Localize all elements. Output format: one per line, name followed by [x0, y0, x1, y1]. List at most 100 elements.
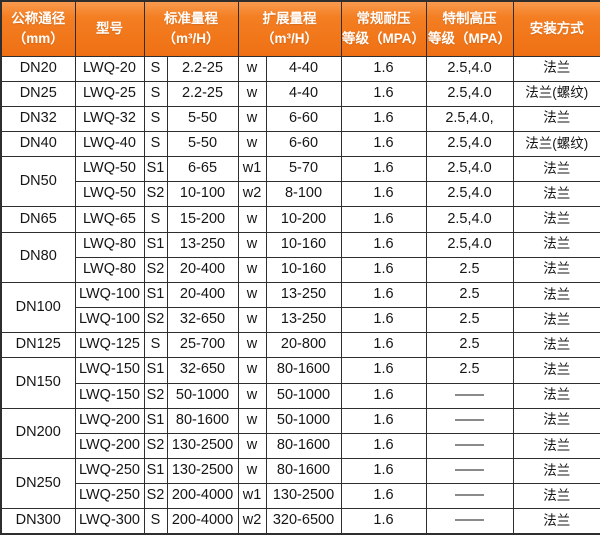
cell-normal-pressure: 1.6 [340, 206, 427, 233]
cell-ext-range: 50-1000 [265, 382, 342, 409]
cell-dn: DN125 [0, 332, 76, 359]
cell-normal-pressure: 1.6 [340, 105, 427, 132]
cell-high-pressure: 2.5 [425, 357, 514, 384]
cell-s-grade: S2 [143, 483, 168, 510]
cell-dn: DN300 [0, 508, 76, 535]
table-row: DN125 LWQ-125 S 25-700 w 20-800 1.6 2.5 … [0, 332, 600, 359]
cell-install: 法兰 [512, 181, 600, 208]
cell-w-grade: w [237, 307, 267, 334]
cell-s-grade: S2 [143, 432, 168, 460]
cell-std-range: 200-4000 [166, 483, 239, 510]
cell-install: 法兰 [512, 508, 600, 535]
cell-ext-range: 320-6500 [265, 508, 342, 535]
cell-dn: DN150 [0, 357, 76, 409]
cell-model: LWQ-200 [74, 432, 145, 460]
cell-high-pressure: 2.5 [425, 307, 514, 334]
cell-ext-range: 6-60 [265, 130, 342, 158]
cell-w-grade: w1 [237, 156, 267, 183]
cell-high-pressure: —— [425, 432, 514, 460]
cell-normal-pressure: 1.6 [340, 508, 427, 535]
cell-high-pressure: —— [425, 508, 514, 535]
cell-ext-range: 20-800 [265, 332, 342, 359]
cell-normal-pressure: 1.6 [340, 307, 427, 334]
cell-install: 法兰 [512, 332, 600, 359]
cell-normal-pressure: 1.6 [340, 357, 427, 384]
cell-normal-pressure: 1.6 [340, 281, 427, 309]
cell-w-grade: w [237, 332, 267, 359]
cell-s-grade: S1 [143, 231, 168, 258]
cell-install: 法兰 [512, 281, 600, 309]
table-row: LWQ-150 S2 50-1000 w 50-1000 1.6 —— 法兰 [1, 382, 600, 409]
cell-model: LWQ-300 [74, 508, 145, 535]
cell-std-range: 2.2-25 [166, 80, 239, 107]
cell-normal-pressure: 1.6 [340, 457, 427, 485]
cell-model: LWQ-250 [74, 483, 145, 510]
cell-s-grade: S1 [143, 357, 168, 384]
cell-std-range: 32-650 [166, 307, 239, 334]
header-model: 型号 [74, 0, 145, 57]
cell-w-grade: w [237, 231, 267, 258]
cell-s-grade: S1 [143, 156, 168, 183]
cell-dn: DN65 [0, 206, 76, 233]
cell-model: LWQ-80 [74, 231, 145, 258]
cell-normal-pressure: 1.6 [340, 156, 427, 183]
table-row: DN300 LWQ-300 S 200-4000 w2 320-6500 1.6… [0, 508, 600, 535]
cell-w-grade: w1 [237, 483, 267, 510]
cell-std-range: 5-50 [166, 105, 239, 132]
cell-s-grade: S1 [143, 407, 168, 434]
cell-ext-range: 13-250 [265, 307, 342, 334]
cell-high-pressure: —— [425, 407, 514, 434]
table-row: DN80 LWQ-80 S1 13-250 w 10-160 1.6 2.5,4… [0, 231, 600, 283]
cell-normal-pressure: 1.6 [340, 256, 427, 283]
cell-normal-pressure: 1.6 [340, 231, 427, 258]
table-row: LWQ-80 S2 20-400 w 10-160 1.6 2.5 法兰 [1, 256, 600, 283]
cell-install: 法兰 [512, 457, 600, 485]
cell-s-grade: S2 [143, 256, 168, 283]
cell-dn: DN32 [0, 105, 76, 132]
cell-normal-pressure: 1.6 [340, 181, 427, 208]
cell-model: LWQ-100 [74, 281, 145, 309]
cell-install: 法兰 [512, 357, 600, 384]
cell-dn: DN25 [0, 80, 76, 107]
cell-dn: DN50 [0, 156, 76, 208]
cell-dn: DN250 [0, 457, 76, 510]
cell-std-range: 20-400 [166, 256, 239, 283]
cell-w-grade: w [237, 382, 267, 409]
cell-high-pressure: —— [425, 382, 514, 409]
cell-ext-range: 8-100 [265, 181, 342, 208]
cell-std-range: 5-50 [166, 130, 239, 158]
cell-s-grade: S [143, 55, 168, 82]
cell-ext-range: 50-1000 [265, 407, 342, 434]
cell-install: 法兰 [512, 307, 600, 334]
header-standard-range: 标准量程 （m³/H） [143, 0, 239, 57]
header-extended-range: 扩展量程 （m³/H） [237, 0, 342, 57]
cell-w-grade: w [237, 281, 267, 309]
cell-dn: DN40 [0, 130, 76, 158]
cell-w-grade: w2 [237, 508, 267, 535]
cell-model: LWQ-20 [74, 55, 145, 82]
cell-s-grade: S [143, 105, 168, 132]
cell-normal-pressure: 1.6 [340, 55, 427, 82]
cell-w-grade: w [237, 407, 267, 434]
cell-ext-range: 130-2500 [265, 483, 342, 510]
header-nominal-diameter: 公称通径 （mm） [0, 0, 76, 57]
cell-normal-pressure: 1.6 [340, 80, 427, 107]
cell-s-grade: S2 [143, 307, 168, 334]
header-high-pressure: 特制高压 等级（MPA） [425, 0, 514, 57]
cell-w-grade: w [237, 80, 267, 107]
cell-s-grade: S [143, 332, 168, 359]
table-row: LWQ-250 S2 200-4000 w1 130-2500 1.6 —— 法… [1, 483, 600, 510]
cell-s-grade: S [143, 508, 168, 535]
cell-s-grade: S [143, 80, 168, 107]
cell-model: LWQ-100 [74, 307, 145, 334]
cell-ext-range: 5-70 [265, 156, 342, 183]
cell-normal-pressure: 1.6 [340, 432, 427, 460]
cell-w-grade: w [237, 105, 267, 132]
cell-high-pressure: —— [425, 457, 514, 485]
cell-high-pressure: 2.5 [425, 256, 514, 283]
cell-install: 法兰 [512, 156, 600, 183]
cell-ext-range: 6-60 [265, 105, 342, 132]
cell-ext-range: 80-1600 [265, 357, 342, 384]
cell-s-grade: S [143, 130, 168, 158]
cell-install: 法兰(螺纹) [512, 130, 600, 158]
